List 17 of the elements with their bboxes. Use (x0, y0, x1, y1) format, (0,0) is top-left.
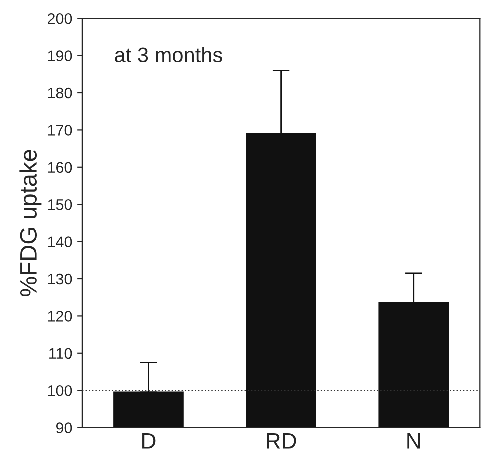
x-tick-label: D (142, 433, 156, 449)
y-tick-label: 160 (48, 162, 72, 174)
y-tick-label: 90 (56, 422, 72, 434)
y-tick-label: 180 (48, 88, 72, 99)
y-tick-label: 150 (48, 199, 72, 210)
y-tick-label: 200 (48, 13, 72, 24)
y-tick-label: 190 (48, 50, 72, 62)
y-tick-label: 170 (48, 125, 72, 136)
y-tick-label: 100 (48, 385, 72, 396)
y-axis-title: %FDG uptake (20, 150, 42, 296)
y-tick-label: 140 (48, 236, 72, 248)
x-tick-label: RD (267, 433, 296, 449)
y-tick-label: 110 (50, 348, 72, 360)
y-tick-label: 120 (48, 311, 72, 322)
annotation: at 3 months (115, 47, 222, 63)
y-tick-label: 130 (48, 274, 72, 285)
x-tick-label: N (408, 433, 420, 449)
